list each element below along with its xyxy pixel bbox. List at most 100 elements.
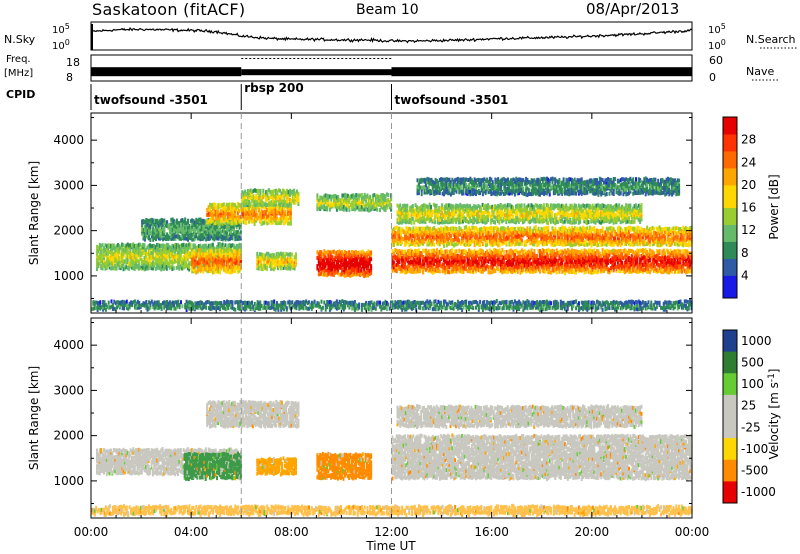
freq-tick-bottom: 8 (66, 71, 73, 84)
velocity-ytick-label-1: 2000 (53, 429, 84, 443)
power-band-11 (416, 176, 681, 198)
plot-title: Saskatoon (fitACF) (92, 0, 246, 19)
freq-tick-top: 18 (66, 56, 80, 69)
noise-panel: N.Sky N.Search 105 100 105 100 (4, 21, 797, 52)
freq-unit-label: [MHz] (4, 68, 33, 79)
xtick-label-0: 00:00 (74, 525, 109, 539)
power-colorbar-cell (723, 173, 737, 180)
power-colorbar-cell (723, 292, 737, 299)
power-panel: 1000 2000 3000 4000 Slant Range [km] 4 8 12 16 20… (27, 112, 781, 314)
power-colorbar-cell (723, 258, 737, 265)
power-ytick-label-2: 3000 (53, 178, 84, 192)
power-band-10 (396, 202, 643, 226)
power-band-8 (391, 247, 693, 276)
power-colorbar-tick-6: 28 (741, 133, 756, 147)
cpid-program-1: rbsp 200 (244, 81, 303, 95)
power-colorbar-label: Power [dB] (767, 174, 781, 239)
nave-tick-bottom: 0 (709, 71, 716, 84)
power-band-5 (256, 251, 297, 272)
noise-tick-right-bottom: 100 (708, 38, 726, 52)
velocity-band-5 (391, 433, 693, 482)
power-colorbar-cell (723, 213, 737, 220)
power-colorbar-frame (722, 116, 738, 299)
velocity-colorbar-tick-6: -500 (741, 464, 768, 478)
velocity-band-4 (316, 451, 373, 481)
noise-tick-left-bottom: 100 (52, 38, 70, 52)
velocity-panel: 1000 2000 3000 4000 Slant Range [km] 1000 500 1… (27, 317, 781, 519)
velocity-band-2 (206, 399, 300, 429)
power-colorbar-tick-5: 24 (741, 155, 756, 169)
velocity-ytick-label-0: 1000 (53, 474, 84, 488)
power-colorbar-tick-1: 8 (741, 246, 749, 260)
velocity-colorbar-tick-0: 1000 (741, 334, 772, 348)
power-colorbar-cell (723, 281, 737, 288)
xtick-label-4: 16:00 (474, 525, 509, 539)
power-band-7 (316, 192, 393, 213)
velocity-ytick-label-3: 4000 (53, 338, 84, 352)
power-ytick-label-3: 4000 (53, 133, 84, 147)
velocity-band-6 (396, 404, 643, 430)
power-colorbar-cell (723, 179, 737, 186)
time-axis: 00:00 04:00 08:00 12:00 16:00 20:00 00:00 Time … (74, 525, 710, 553)
power-colorbar-cell (723, 117, 737, 124)
power-colorbar-cell (723, 122, 737, 129)
velocity-colorbar-cell-2 (723, 373, 737, 396)
beam-label: Beam 10 (356, 2, 419, 18)
velocity-colorbar-tick-2: 100 (741, 377, 764, 391)
power-colorbar-cell (723, 275, 737, 282)
power-colorbar-cell (723, 150, 737, 158)
noise-tick-right-top: 105 (708, 22, 726, 36)
power-band-1 (141, 217, 242, 242)
cpid-program-0: twofsound -3501 (94, 93, 208, 107)
power-colorbar-cell (723, 162, 737, 169)
power-band-9 (391, 225, 693, 248)
power-colorbar-cell (723, 201, 737, 208)
power-band-12 (91, 299, 693, 312)
power-colorbar-cell (723, 133, 737, 141)
velocity-colorbar-cell-7 (723, 481, 737, 504)
power-colorbar-cell (723, 252, 737, 259)
cpid-label: CPID (6, 88, 35, 101)
xtick-label-2: 08:00 (274, 525, 309, 539)
cpid-program-2: twofsound -3501 (395, 93, 509, 107)
power-colorbar-tick-4: 20 (741, 178, 756, 192)
velocity-colorbar-cell-1 (723, 351, 737, 374)
power-colorbar-tick-2: 12 (741, 223, 756, 237)
power-data-cells (91, 176, 693, 312)
power-colorbar-tick-0: 4 (741, 268, 749, 282)
velocity-band-1 (183, 451, 242, 482)
velocity-data-cells (91, 399, 693, 517)
power-colorbar-cell (723, 190, 737, 197)
nave-label: Nave (746, 65, 774, 78)
power-band-4 (241, 188, 300, 208)
velocity-colorbar-tick-3: 25 (741, 399, 756, 413)
power-colorbar-cell (723, 230, 737, 237)
power-ytick-label-0: 1000 (53, 269, 84, 283)
power-colorbar-cell (723, 218, 737, 225)
power-colorbar-cell (723, 184, 737, 192)
velocity-colorbar-tick-4: -25 (741, 420, 761, 434)
power-colorbar-cell (723, 207, 737, 214)
date-label: 08/Apr/2013 (586, 0, 680, 18)
xtick-label-1: 04:00 (174, 525, 209, 539)
xtick-label-6: 00:00 (675, 525, 710, 539)
velocity-colorbar-cell-3 (723, 394, 737, 417)
frequency-panel: Freq. [MHz] 18 8 60 0 Nave (4, 54, 778, 84)
power-colorbar-cell (723, 264, 737, 271)
velocity-colorbar-cell-5 (723, 438, 737, 461)
nave-tick-top: 60 (709, 54, 723, 67)
power-band-2 (191, 248, 242, 275)
power-colorbar-cell (723, 286, 737, 293)
freq-label: Freq. (6, 54, 31, 65)
velocity-ytick-label-2: 3000 (53, 383, 84, 397)
noise-tick-left-top: 105 (52, 22, 70, 36)
nsearch-label: N.Search (746, 33, 796, 46)
power-colorbar-cell (723, 235, 737, 242)
xaxis-label: Time UT (365, 539, 416, 553)
velocity-colorbar-cell-4 (723, 416, 737, 439)
velocity-colorbar-frame (722, 329, 738, 504)
velocity-colorbar-cell-0 (723, 330, 737, 353)
power-colorbar-cell (723, 241, 737, 248)
power-colorbar-cell (723, 196, 737, 203)
